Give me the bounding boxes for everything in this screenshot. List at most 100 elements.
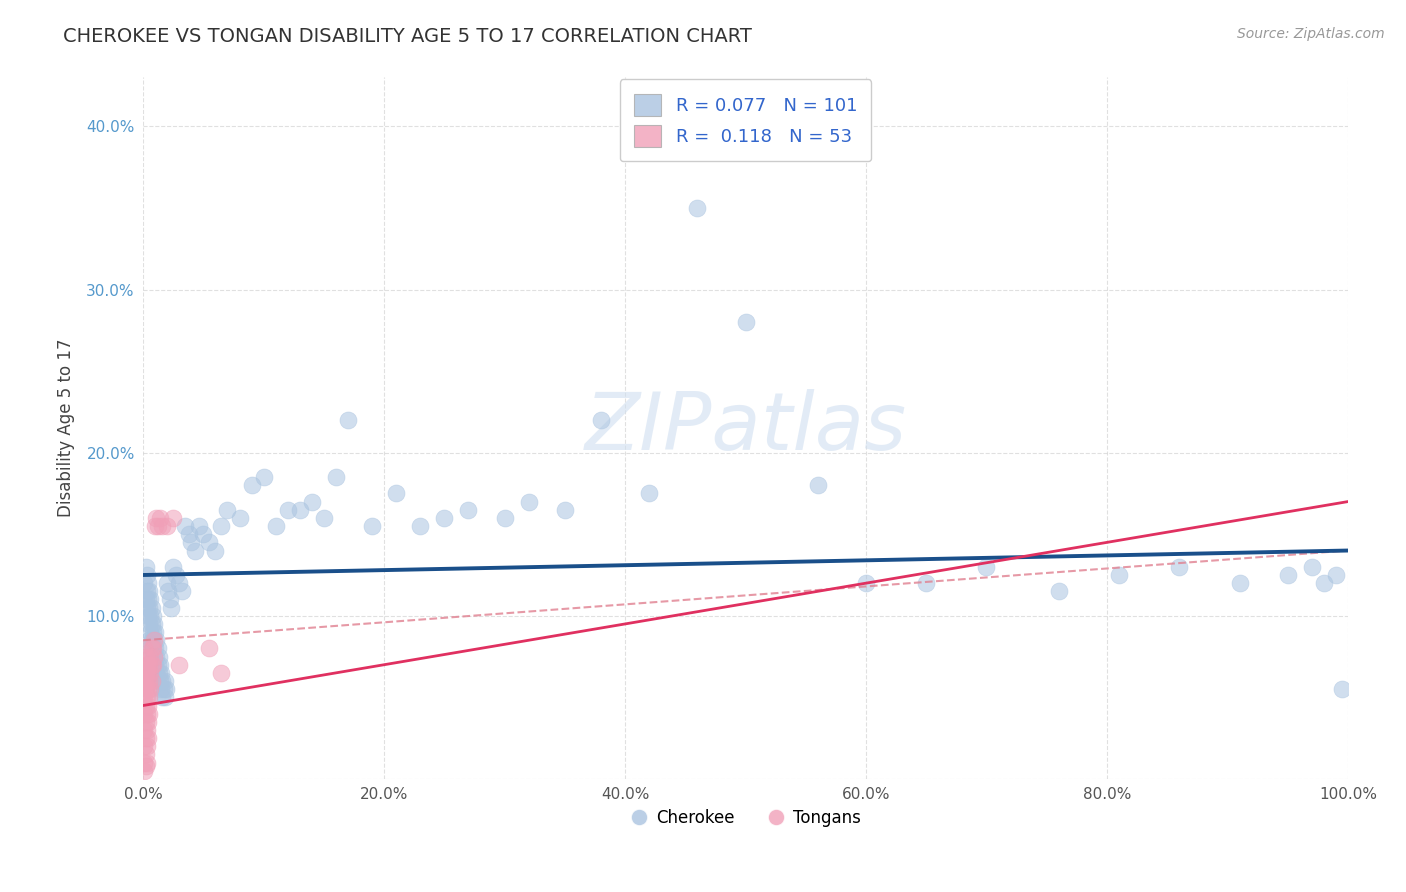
Point	[143, 625, 166, 640]
Point	[139, 592, 162, 607]
Point	[153, 690, 176, 705]
Point	[385, 486, 408, 500]
Point	[149, 673, 172, 688]
Point	[139, 625, 162, 640]
Legend: Cherokee, Tongans: Cherokee, Tongans	[624, 803, 868, 834]
Point	[135, 649, 157, 664]
Point	[141, 641, 163, 656]
Point	[162, 511, 184, 525]
Text: ZIPatlas: ZIPatlas	[585, 389, 907, 467]
Point	[134, 739, 156, 754]
Point	[143, 633, 166, 648]
Point	[193, 527, 215, 541]
Point	[146, 657, 169, 672]
Point	[149, 511, 172, 525]
Point	[184, 543, 207, 558]
Point	[160, 600, 183, 615]
Point	[136, 576, 159, 591]
Point	[1330, 682, 1353, 697]
Point	[136, 682, 159, 697]
Point	[162, 559, 184, 574]
Point	[136, 731, 159, 746]
Point	[169, 657, 191, 672]
Point	[135, 682, 157, 697]
Point	[638, 486, 661, 500]
Point	[152, 690, 174, 705]
Point	[135, 747, 157, 762]
Point	[141, 657, 163, 672]
Point	[517, 494, 540, 508]
Point	[228, 511, 250, 525]
Point	[198, 535, 221, 549]
Point	[277, 502, 299, 516]
Point	[139, 665, 162, 680]
Text: Source: ZipAtlas.com: Source: ZipAtlas.com	[1237, 27, 1385, 41]
Point	[209, 519, 232, 533]
Point	[138, 633, 160, 648]
Point	[135, 690, 157, 705]
Point	[1313, 576, 1336, 591]
Point	[135, 698, 157, 713]
Point	[141, 649, 163, 664]
Point	[135, 714, 157, 729]
Point	[494, 511, 516, 525]
Point	[142, 641, 165, 656]
Point	[336, 413, 359, 427]
Point	[145, 649, 167, 664]
Point	[139, 682, 162, 697]
Point	[135, 673, 157, 688]
Point	[135, 584, 157, 599]
Point	[457, 502, 479, 516]
Point	[152, 673, 174, 688]
Point	[145, 665, 167, 680]
Point	[187, 519, 209, 533]
Text: CHEROKEE VS TONGAN DISABILITY AGE 5 TO 17 CORRELATION CHART: CHEROKEE VS TONGAN DISABILITY AGE 5 TO 1…	[63, 27, 752, 45]
Point	[312, 511, 335, 525]
Point	[136, 698, 159, 713]
Point	[135, 665, 157, 680]
Point	[361, 519, 384, 533]
Point	[433, 511, 456, 525]
Point	[146, 641, 169, 656]
Point	[138, 600, 160, 615]
Point	[1229, 576, 1251, 591]
Point	[134, 641, 156, 656]
Point	[855, 576, 877, 591]
Point	[134, 673, 156, 688]
Point	[152, 519, 174, 533]
Point	[1168, 559, 1191, 574]
Point	[134, 657, 156, 672]
Point	[686, 201, 709, 215]
Point	[159, 592, 181, 607]
Point	[152, 682, 174, 697]
Point	[134, 576, 156, 591]
Point	[145, 511, 167, 525]
Point	[288, 502, 311, 516]
Point	[1277, 568, 1299, 582]
Point	[139, 649, 162, 664]
Point	[177, 527, 200, 541]
Point	[142, 641, 165, 656]
Point	[135, 592, 157, 607]
Point	[142, 625, 165, 640]
Point	[209, 665, 232, 680]
Point	[138, 584, 160, 599]
Point	[135, 731, 157, 746]
Point	[136, 608, 159, 623]
Point	[134, 706, 156, 721]
Point	[156, 576, 179, 591]
Point	[170, 584, 193, 599]
Point	[153, 673, 176, 688]
Point	[138, 616, 160, 631]
Point	[1047, 584, 1070, 599]
Point	[135, 657, 157, 672]
Point	[141, 600, 163, 615]
Point	[204, 543, 226, 558]
Point	[589, 413, 612, 427]
Point	[139, 641, 162, 656]
Point	[143, 649, 166, 664]
Point	[198, 641, 221, 656]
Point	[807, 478, 830, 492]
Point	[150, 682, 173, 697]
Point	[150, 665, 173, 680]
